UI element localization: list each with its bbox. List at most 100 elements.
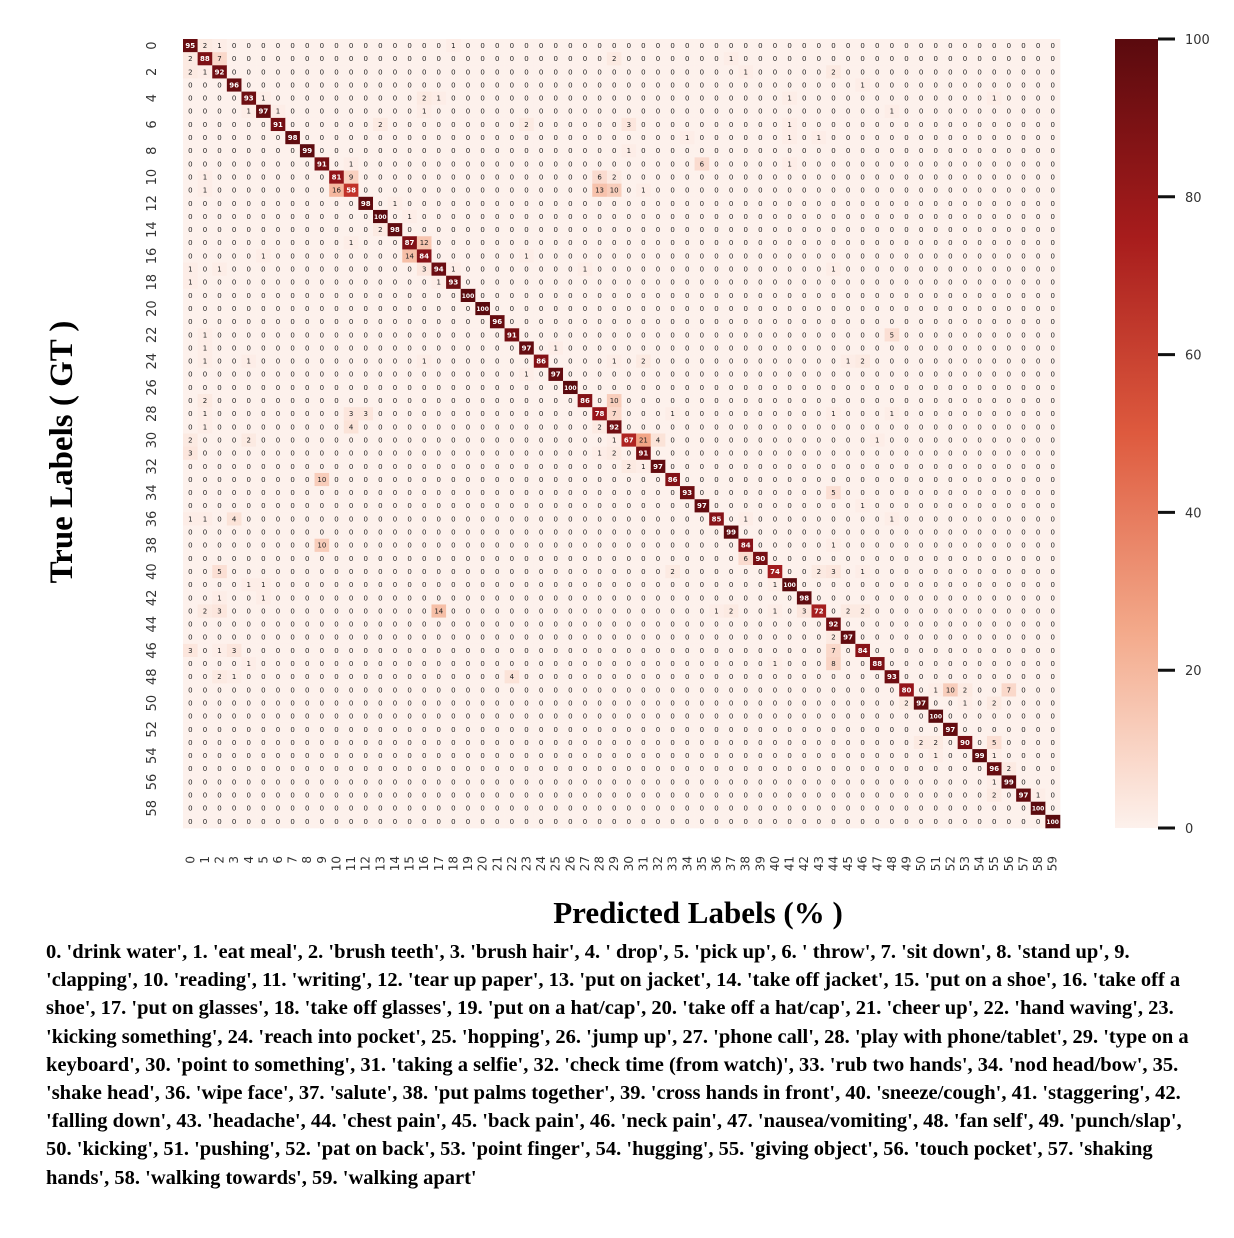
heatmap-cell [1045,183,1061,198]
heatmap-cell-label: 0 [188,121,192,129]
heatmap-cell [928,170,944,184]
heatmap-cell-label: 0 [904,279,908,287]
heatmap-cell [1045,157,1061,171]
heatmap-cell [446,117,462,132]
heatmap-cell-label: 0 [846,226,850,234]
heatmap-cell [650,157,666,171]
heatmap-cell-label: 0 [480,292,484,300]
heatmap-cell-label: 0 [480,108,484,116]
heatmap-cell-label: 0 [1036,55,1040,63]
heatmap-cell [373,104,388,119]
heatmap-cell-label: 0 [276,318,280,326]
heatmap-cell-label: 0 [641,279,645,287]
heatmap-cell-label: 96 [492,318,502,326]
heatmap-cell-label: 6 [700,160,705,168]
heatmap-cell-label: 0 [627,108,631,116]
heatmap-cell-label: 0 [846,81,850,89]
heatmap-cell-label: 0 [232,108,236,116]
heatmap-cell-label: 0 [495,305,499,313]
heatmap-cell-label: 0 [188,95,192,103]
heatmap-cell-label: 0 [466,108,470,116]
heatmap-cell-label: 0 [437,173,441,181]
heatmap-cell-label: 0 [290,173,294,181]
heatmap-cell [563,170,578,184]
heatmap-cell-label: 0 [597,81,601,89]
heatmap-cell-label: 0 [685,95,689,103]
heatmap-cell-label: 0 [846,108,850,116]
heatmap-cell-label: 0 [714,121,718,129]
heatmap-cell-label: 0 [1007,226,1011,234]
heatmap-cell-label: 0 [817,55,821,63]
heatmap-cell-label: 100 [462,293,475,300]
heatmap-cell-label: 0 [1007,160,1011,168]
heatmap-cell-label: 0 [934,173,938,181]
heatmap-cell [1030,209,1046,224]
heatmap-cell-label: 0 [934,331,938,339]
heatmap-cell-label: 0 [290,266,294,274]
heatmap-cell [373,209,388,224]
heatmap-cell-label: 0 [232,318,236,326]
heatmap-cell-label: 0 [992,134,996,142]
heatmap-cell-label: 0 [568,279,572,287]
heatmap-cell [460,183,476,198]
heatmap-cell-label: 0 [247,331,251,339]
heatmap-cell-label: 0 [612,318,616,326]
heatmap-cell-label: 0 [934,213,938,221]
heatmap-cell-label: 0 [320,95,324,103]
heatmap-cell-label: 0 [261,226,265,234]
heatmap-cell [241,196,257,211]
heatmap-cell [1016,196,1032,211]
heatmap-cell-label: 0 [919,213,923,221]
heatmap-cell-label: 1 [451,266,455,274]
heatmap-cell-label: 0 [1021,81,1025,89]
heatmap-cell [957,131,973,145]
heatmap-cell-label: 0 [363,121,367,129]
heatmap-cell [665,65,681,79]
heatmap-cell [709,39,725,53]
heatmap-cell-label: 0 [948,226,952,234]
heatmap-cell [738,183,754,198]
heatmap-cell [855,183,871,198]
heatmap-cell [1045,196,1061,211]
heatmap-cell [241,65,257,79]
heatmap-cell-label: 0 [992,279,996,287]
heatmap-cell [665,209,681,224]
heatmap-cell-label: 0 [977,55,981,63]
heatmap-cell [548,196,564,211]
heatmap-cell-label: 0 [904,252,908,260]
heatmap-cell [183,223,198,237]
heatmap-cell [446,209,462,224]
heatmap-cell-label: 0 [934,266,938,274]
heatmap-cell-label: 0 [656,252,660,260]
heatmap-cell [840,170,856,184]
heatmap-cell-label: 0 [831,292,835,300]
heatmap-cell-label: 0 [948,147,952,155]
heatmap-cell-label: 0 [1036,173,1040,181]
heatmap-cell-label: 0 [480,81,484,89]
heatmap-cell-label: 0 [261,134,265,142]
heatmap-cell-label: 0 [539,173,543,181]
heatmap-cell-label: 0 [963,147,967,155]
heatmap-cell [446,196,462,211]
heatmap-cell [519,209,535,224]
heatmap-cell-label: 0 [437,147,441,155]
heatmap-cell-label: 0 [641,147,645,155]
heatmap-cell [416,209,432,224]
heatmap-cell-label: 0 [963,187,967,195]
heatmap-cell-label: 0 [773,81,777,89]
heatmap-cell-label: 0 [1036,331,1040,339]
heatmap-cell-label: 0 [451,292,455,300]
heatmap-cell-label: 0 [627,42,631,50]
heatmap-cell-label: 0 [729,318,733,326]
heatmap-cell-label: 0 [948,121,952,129]
heatmap-cell [489,78,505,92]
heatmap-cell-label: 0 [363,187,367,195]
heatmap-cell-label: 0 [627,95,631,103]
heatmap-cell-label: 0 [583,318,587,326]
heatmap-cell-label: 0 [583,81,587,89]
heatmap-cell-label: 0 [641,266,645,274]
heatmap-cell [1030,78,1046,92]
heatmap-cell [387,91,403,106]
heatmap-cell-label: 0 [802,292,806,300]
heatmap-cell [665,157,681,171]
